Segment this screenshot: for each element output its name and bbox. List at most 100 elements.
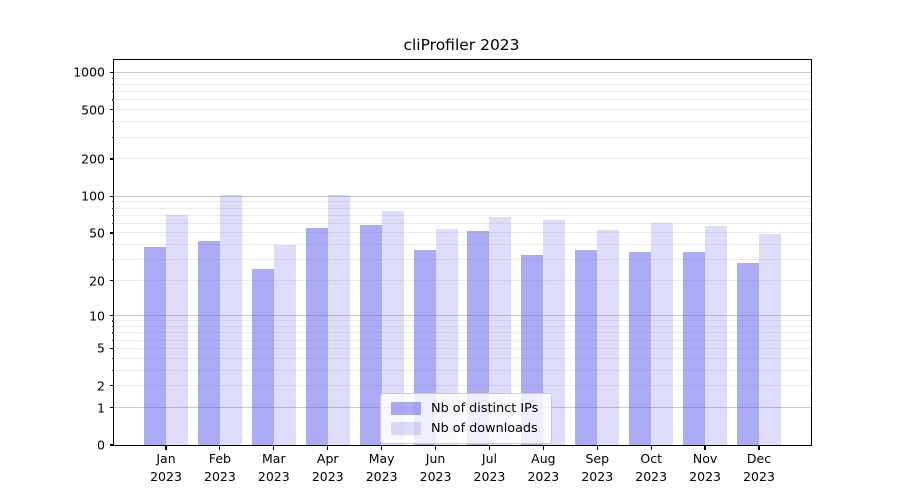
bar-downloads-mar: [273, 244, 296, 445]
y-tick: [110, 109, 114, 111]
y-tick: [110, 232, 114, 234]
minor-gridline: [114, 158, 811, 160]
bar-distinct-ips-jan: [144, 247, 166, 445]
minor-gridline: [114, 91, 811, 93]
minor-gridline: [114, 77, 811, 79]
bar-distinct-ips-sep: [575, 250, 598, 445]
y-minor-tick: [111, 121, 114, 123]
bar-downloads-jan: [166, 215, 188, 445]
bar-distinct-ips-nov: [683, 251, 706, 445]
y-tick: [110, 444, 114, 446]
minor-gridline: [114, 339, 811, 341]
bar-distinct-ips-oct: [629, 251, 652, 445]
x-tick-label: Jul 2023: [473, 451, 506, 484]
x-tick: [542, 446, 544, 450]
minor-gridline: [114, 136, 811, 138]
y-tick: [110, 71, 114, 73]
y-tick-label: 1: [97, 400, 105, 416]
y-tick-label: 50: [89, 225, 105, 241]
minor-gridline: [114, 369, 811, 371]
x-tick-label: Jan 2023: [150, 451, 182, 484]
y-tick: [110, 195, 114, 197]
y-tick-label: 10: [89, 308, 105, 324]
y-minor-tick: [111, 91, 114, 93]
x-tick-label: Feb 2023: [204, 451, 236, 484]
y-tick-label: 200: [81, 151, 105, 167]
minor-gridline: [114, 121, 811, 123]
y-tick-label: 500: [81, 102, 105, 118]
y-minor-tick: [111, 99, 114, 101]
bar-downloads-jun: [435, 228, 458, 445]
legend-label-distinct-ips: Nb of distinct IPs: [431, 401, 539, 416]
y-minor-tick: [111, 320, 114, 322]
x-tick: [327, 446, 329, 450]
major-gridline: [114, 71, 811, 73]
legend: Nb of distinct IPs Nb of downloads: [380, 393, 553, 444]
bar-distinct-ips-may: [359, 225, 382, 445]
bar-downloads-feb: [219, 195, 242, 445]
y-tick-label: 2: [97, 378, 105, 394]
bar-downloads-apr: [327, 195, 350, 445]
minor-gridline: [114, 244, 811, 246]
minor-gridline: [114, 259, 811, 261]
y-tick: [110, 347, 114, 349]
x-tick: [650, 446, 652, 450]
bar-distinct-ips-feb: [197, 240, 220, 445]
minor-gridline: [114, 280, 811, 282]
x-tick-label: Jun 2023: [419, 451, 452, 484]
minor-gridline: [114, 320, 811, 322]
y-minor-tick: [111, 136, 114, 138]
bar-distinct-ips-apr: [305, 227, 328, 445]
x-tick-label: Oct 2023: [635, 451, 668, 484]
y-minor-tick: [111, 214, 114, 216]
x-tick-label: Mar 2023: [257, 451, 290, 484]
x-tick: [273, 446, 275, 450]
minor-gridline: [114, 357, 811, 359]
y-tick-label: 20: [89, 273, 105, 289]
y-minor-tick: [111, 222, 114, 224]
minor-gridline: [114, 83, 811, 85]
minor-gridline: [114, 347, 811, 349]
bar-distinct-ips-mar: [251, 269, 274, 445]
y-minor-tick: [111, 369, 114, 371]
minor-gridline: [114, 201, 811, 203]
minor-gridline: [114, 109, 811, 111]
y-minor-tick: [111, 357, 114, 359]
minor-gridline: [114, 385, 811, 387]
minor-gridline: [114, 222, 811, 224]
y-tick: [110, 280, 114, 282]
y-minor-tick: [111, 326, 114, 328]
y-tick: [110, 385, 114, 387]
y-minor-tick: [111, 201, 114, 203]
y-tick: [110, 158, 114, 160]
x-tick: [381, 446, 383, 450]
bar-downloads-nov: [705, 226, 728, 445]
x-tick-label: May 2023: [365, 451, 398, 484]
x-tick-label: Nov 2023: [689, 451, 721, 484]
major-gridline: [114, 195, 811, 197]
y-tick: [110, 407, 114, 409]
y-minor-tick: [111, 83, 114, 86]
major-gridline: [114, 315, 811, 317]
x-tick-label: Dec 2023: [743, 451, 775, 484]
y-tick-label: 1000: [73, 64, 105, 80]
bar-distinct-ips-dec: [737, 263, 759, 445]
x-tick: [219, 446, 221, 450]
bar-downloads-sep: [597, 229, 620, 445]
bar-downloads-jul: [489, 216, 512, 445]
legend-item-distinct-ips: Nb of distinct IPs: [391, 401, 538, 416]
y-minor-tick: [111, 259, 114, 261]
bar-downloads-may: [381, 210, 404, 445]
y-minor-tick: [111, 339, 114, 341]
legend-swatch-downloads: [391, 422, 421, 435]
y-minor-tick: [111, 77, 114, 79]
y-minor-tick: [111, 332, 114, 334]
minor-gridline: [114, 332, 811, 334]
x-tick: [434, 446, 437, 450]
bar-downloads-oct: [651, 223, 674, 445]
y-minor-tick: [111, 207, 114, 209]
y-tick: [110, 315, 114, 317]
y-tick-label: 5: [97, 340, 105, 356]
bar-distinct-ips-jul: [467, 230, 490, 445]
